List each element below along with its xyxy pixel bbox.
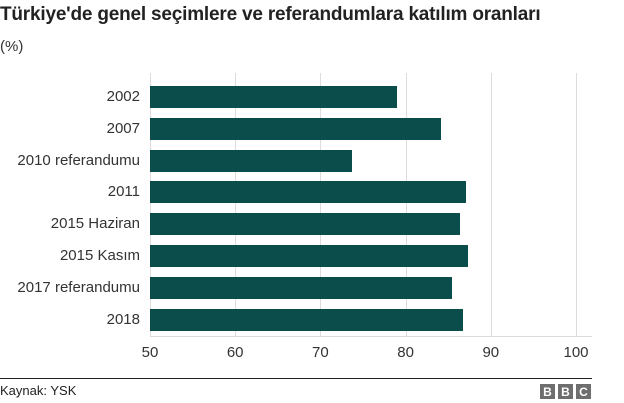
gridline — [405, 73, 407, 336]
gridline — [576, 73, 577, 336]
bbc-logo-letter: C — [576, 384, 591, 399]
x-tick-label: 100 — [563, 344, 589, 361]
gridline — [150, 73, 151, 336]
x-tick-label: 60 — [226, 344, 244, 361]
category-label: 2017 referandumu — [17, 278, 140, 296]
chart-subtitle: (%) — [0, 38, 24, 55]
category-label: 2002 — [106, 88, 140, 105]
bbc-logo-letter: B — [540, 384, 555, 399]
footer-divider — [0, 378, 592, 379]
x-tick-label: 80 — [397, 344, 414, 361]
bar — [150, 213, 461, 236]
source-note: Kaynak: YSK — [0, 383, 77, 398]
x-axis-line — [150, 336, 592, 337]
gridline — [490, 73, 492, 336]
category-label: 2015 Kasım — [59, 247, 140, 264]
plot-area — [150, 73, 592, 336]
category-label: 2018 — [106, 310, 140, 328]
x-tick-label: 50 — [141, 344, 159, 361]
bar — [150, 117, 442, 140]
bar — [150, 149, 352, 172]
x-tick-label: 90 — [482, 344, 500, 361]
gridline — [235, 73, 237, 336]
bar — [150, 276, 452, 299]
chart-title: Türkiye'de genel seçimlere ve referandum… — [0, 4, 541, 25]
gridline — [320, 73, 322, 336]
category-label: 2007 — [106, 119, 140, 137]
category-label: 2011 — [107, 183, 140, 201]
bar — [150, 308, 463, 331]
bbc-logo-letter: B — [558, 384, 573, 399]
bar — [150, 181, 467, 204]
bar — [150, 245, 468, 267]
category-label: 2015 Haziran — [50, 215, 140, 233]
x-tick-label: 70 — [312, 344, 329, 361]
category-label: 2010 referandumu — [17, 151, 140, 169]
bar — [150, 86, 398, 108]
bbc-logo: B B C — [540, 384, 591, 399]
